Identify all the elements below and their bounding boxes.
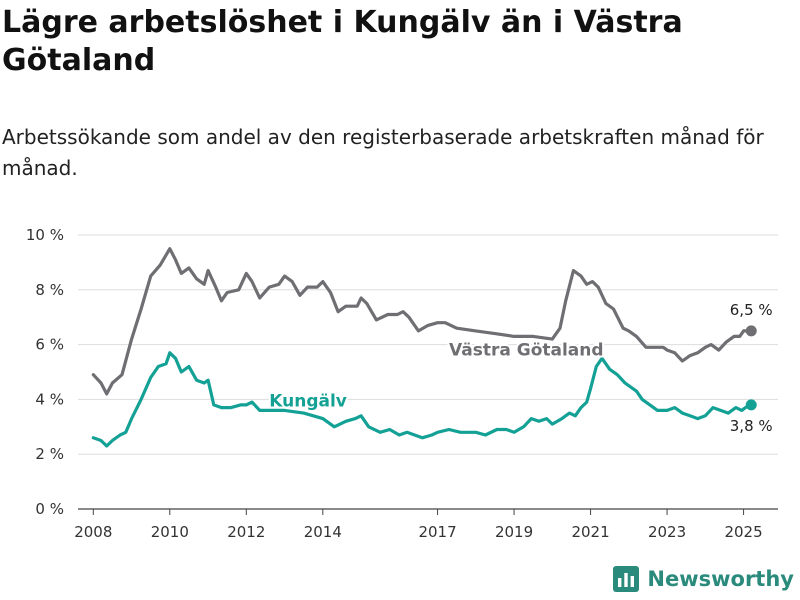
y-tick-label: 4 % xyxy=(35,390,64,408)
series-lines xyxy=(91,247,757,448)
end-value-label-vastra-gotaland: 6,5 % xyxy=(730,301,773,319)
x-tick-label: 2019 xyxy=(495,523,533,541)
end-value-label-kungalv: 3,8 % xyxy=(730,417,773,435)
brand-name: Newsworthy xyxy=(647,567,794,591)
series-line-kung-lv xyxy=(91,351,753,448)
y-tick-label: 10 % xyxy=(26,226,64,244)
chart-title: Lägre arbetslöshet i Kungälv än i Västra… xyxy=(2,5,683,78)
series-line-v-stra-g-taland xyxy=(91,247,753,396)
chart-subtitle: Arbetssökande som andel av den registerb… xyxy=(2,125,764,180)
x-tick-label: 2010 xyxy=(151,523,189,541)
x-tick-label: 2012 xyxy=(227,523,265,541)
series-label-kungalv: Kungälv xyxy=(269,391,347,411)
x-tick-label: 2025 xyxy=(724,523,762,541)
axes: 0 % 2 % 4 % 6 % 8 % 10 % 2008 2010 2012 2014 2017 2… xyxy=(26,226,763,541)
x-tick-label: 2021 xyxy=(571,523,609,541)
x-tick-label: 2017 xyxy=(418,523,456,541)
series-end-point-kung-lv xyxy=(745,399,757,411)
x-tick-label: 2023 xyxy=(648,523,686,541)
newsworthy-logo-icon xyxy=(613,566,640,592)
brand-logo: Newsworthy xyxy=(613,566,794,592)
y-tick-label: 2 % xyxy=(35,445,64,463)
x-tick-label: 2014 xyxy=(304,523,342,541)
series-label-vastra-gotaland: Västra Götaland xyxy=(449,341,604,361)
y-tick-label: 0 % xyxy=(35,500,64,518)
grid-lines xyxy=(78,234,778,510)
series-end-point-v-stra-g-taland xyxy=(745,325,757,337)
y-tick-label: 6 % xyxy=(35,336,64,354)
x-tick-label: 2008 xyxy=(74,523,112,541)
series-labels: Västra Götaland Kungälv 6,5 % 3,8 % xyxy=(267,299,774,436)
y-tick-label: 8 % xyxy=(35,281,64,299)
